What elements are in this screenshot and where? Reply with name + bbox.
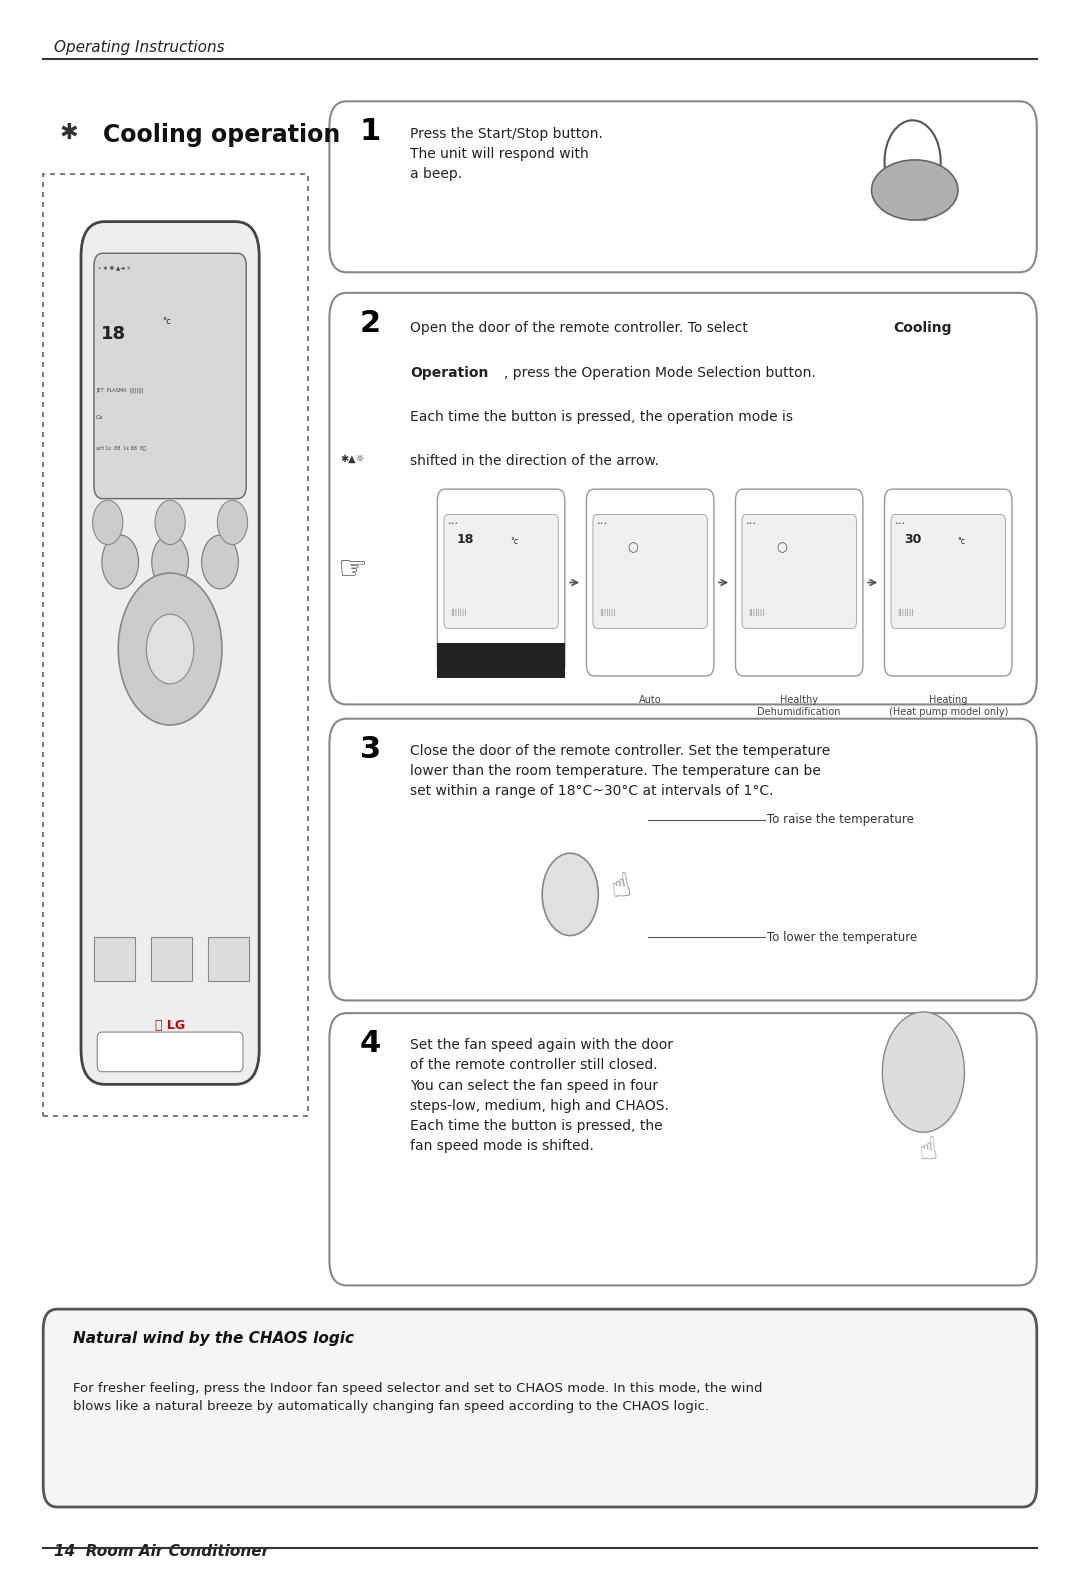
Text: Cooling: Cooling [477, 655, 525, 665]
Text: ☝: ☝ [918, 1135, 940, 1167]
Text: ○: ○ [777, 541, 787, 554]
Text: •••: ••• [596, 521, 607, 526]
FancyBboxPatch shape [94, 253, 246, 499]
Text: Auto: Auto [639, 695, 661, 704]
Text: 30: 30 [904, 533, 921, 546]
Text: Ⓛ LG: Ⓛ LG [156, 1019, 185, 1032]
Text: Heating
(Heat pump model only): Heating (Heat pump model only) [889, 695, 1008, 717]
FancyBboxPatch shape [586, 489, 714, 676]
Text: °c: °c [957, 537, 964, 546]
Text: Natural wind by the CHAOS logic: Natural wind by the CHAOS logic [73, 1331, 354, 1346]
Bar [43, 174, 308, 1116]
Text: ○: ○ [627, 541, 638, 554]
Text: |||||||: ||||||| [450, 609, 467, 616]
Text: For fresher feeling, press the Indoor fan speed selector and set to CHAOS mode. : For fresher feeling, press the Indoor fa… [73, 1382, 762, 1414]
Text: To lower the temperature: To lower the temperature [767, 931, 917, 943]
FancyBboxPatch shape [891, 514, 1005, 628]
Text: ✱: ✱ [59, 123, 78, 144]
Text: To raise the temperature: To raise the temperature [767, 814, 914, 826]
Circle shape [151, 535, 189, 589]
Text: ∨: ∨ [166, 711, 174, 720]
Text: ☝: ☝ [608, 869, 634, 904]
FancyBboxPatch shape [885, 489, 1012, 676]
Circle shape [882, 1012, 964, 1132]
Ellipse shape [872, 160, 958, 220]
FancyBboxPatch shape [444, 514, 558, 628]
FancyBboxPatch shape [329, 101, 1037, 272]
FancyBboxPatch shape [81, 222, 259, 1084]
Text: °c: °c [162, 317, 171, 326]
Text: Cooling operation: Cooling operation [103, 123, 340, 147]
Circle shape [156, 500, 186, 545]
Bar [94, 937, 135, 981]
Circle shape [102, 535, 138, 589]
Circle shape [93, 500, 123, 545]
Text: °c: °c [510, 537, 517, 546]
Text: •••: ••• [447, 521, 458, 526]
FancyBboxPatch shape [43, 1309, 1037, 1507]
Text: ∧: ∧ [166, 578, 174, 587]
FancyBboxPatch shape [329, 293, 1037, 704]
Circle shape [217, 500, 247, 545]
Text: O₂: O₂ [96, 415, 104, 419]
Text: 1: 1 [360, 117, 381, 146]
Text: Healthy
Dehumidification: Healthy Dehumidification [757, 695, 841, 717]
Text: ✱▲☼: ✱▲☼ [340, 454, 365, 464]
Text: |||||||: ||||||| [599, 609, 616, 616]
Bar [208, 937, 249, 981]
Text: Each time the button is pressed, the operation mode is: Each time the button is pressed, the ope… [410, 410, 794, 424]
Text: Set the fan speed again with the door
of the remote controller still closed.
You: Set the fan speed again with the door of… [410, 1038, 674, 1152]
Text: ☞: ☞ [337, 554, 367, 586]
Text: Operating Instructions: Operating Instructions [54, 40, 225, 54]
Text: 18: 18 [457, 533, 474, 546]
FancyBboxPatch shape [329, 719, 1037, 1000]
Bar [437, 643, 565, 678]
Text: 2: 2 [360, 309, 381, 337]
Text: , press the Operation Mode Selection button.: , press the Operation Mode Selection but… [504, 366, 816, 380]
FancyBboxPatch shape [593, 514, 707, 628]
Bar [151, 937, 192, 981]
Text: •••: ••• [745, 521, 756, 526]
Text: ≤H 1ε  88  1ε 88  8⸺: ≤H 1ε 88 1ε 88 8⸺ [96, 446, 146, 451]
Text: 14  Room Air Conditioner: 14 Room Air Conditioner [54, 1545, 269, 1559]
Circle shape [119, 573, 222, 725]
Circle shape [202, 535, 239, 589]
Circle shape [885, 120, 941, 203]
Text: Press the Start/Stop button.
The unit will respond with
a beep.: Press the Start/Stop button. The unit wi… [410, 127, 604, 180]
Text: ☄: ☄ [910, 1057, 936, 1086]
Text: ∨: ∨ [565, 888, 576, 901]
Text: |||||||: ||||||| [748, 609, 765, 616]
Text: 3: 3 [360, 735, 381, 763]
Text: |||||||: ||||||| [897, 609, 914, 616]
Circle shape [542, 853, 598, 936]
Text: JET  PLASMA  ||||||||: JET PLASMA |||||||| [96, 388, 144, 393]
Text: Close the door of the remote controller. Set the temperature
lower than the room: Close the door of the remote controller.… [410, 744, 831, 798]
Text: Open the door of the remote controller. To select: Open the door of the remote controller. … [410, 321, 753, 336]
Text: ⌁ ★ ✱ ▲◄ ☼: ⌁ ★ ✱ ▲◄ ☼ [98, 266, 132, 271]
FancyBboxPatch shape [437, 489, 565, 676]
Circle shape [147, 614, 194, 684]
FancyBboxPatch shape [735, 489, 863, 676]
Text: Operation: Operation [410, 366, 489, 380]
FancyBboxPatch shape [329, 1013, 1037, 1285]
Text: shifted in the direction of the arrow.: shifted in the direction of the arrow. [410, 454, 659, 469]
FancyBboxPatch shape [742, 514, 856, 628]
Text: Cooling: Cooling [893, 321, 951, 336]
Text: 18: 18 [100, 325, 125, 342]
FancyBboxPatch shape [97, 1032, 243, 1072]
Text: •••: ••• [894, 521, 905, 526]
Text: I: I [910, 155, 915, 168]
Text: ☝: ☝ [910, 198, 930, 226]
Text: 4: 4 [360, 1029, 381, 1057]
